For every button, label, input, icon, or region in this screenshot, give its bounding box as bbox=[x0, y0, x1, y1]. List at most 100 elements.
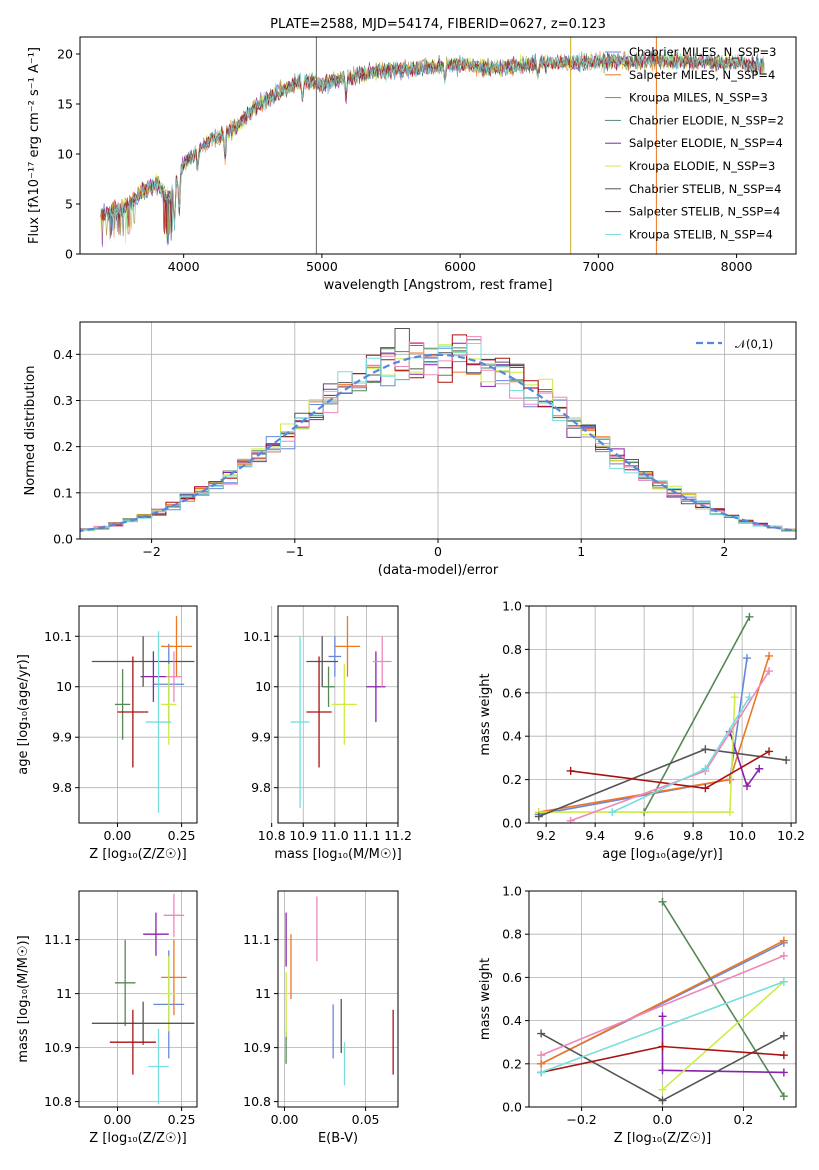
x-tick-label: 5000 bbox=[306, 259, 338, 274]
legend-entry: Kroupa MILES, N_SSP=3 bbox=[629, 91, 768, 105]
weight-marker bbox=[765, 667, 774, 676]
y-tick-label: 0.2 bbox=[502, 1056, 522, 1071]
legend-entry: Salpeter MILES, N_SSP=4 bbox=[629, 68, 775, 82]
weight-line bbox=[540, 939, 785, 1065]
age-vs-Z-grid bbox=[79, 606, 197, 823]
x-tick-label: 11.1 bbox=[352, 828, 380, 843]
y-tick-label: 9.8 bbox=[52, 780, 72, 795]
y-axis-label: mass [log₁₀(M/M☉)] bbox=[16, 935, 31, 1062]
weight-line bbox=[570, 670, 770, 822]
weight-marker bbox=[701, 745, 710, 754]
weight-marker bbox=[725, 775, 734, 784]
weight-marker bbox=[779, 1068, 788, 1077]
age-vs-mass-plot bbox=[290, 616, 392, 808]
x-axis-label: Z [log₁₀(Z/Z☉)] bbox=[89, 847, 186, 862]
y-tick-label: 0.4 bbox=[502, 1013, 522, 1028]
x-tick-label: 0.2 bbox=[733, 1112, 753, 1127]
x-tick-label: 10.0 bbox=[728, 828, 756, 843]
y-tick-label: 11 bbox=[255, 986, 271, 1001]
weight-marker bbox=[658, 1066, 667, 1075]
y-tick-label: 0.0 bbox=[502, 1100, 522, 1115]
y-tick-label: 0.0 bbox=[53, 532, 73, 547]
x-tick-label: 10.9 bbox=[289, 828, 317, 843]
x-axis-label: wavelength [Angstrom, rest frame] bbox=[324, 278, 553, 293]
y-tick-label: 1.0 bbox=[502, 599, 522, 614]
weight-marker bbox=[537, 1059, 546, 1068]
x-tick-label: 0.00 bbox=[104, 828, 132, 843]
weight-vs-age-plot bbox=[534, 612, 791, 823]
y-tick-label: 5 bbox=[65, 197, 73, 212]
mass-vs-ebv-plot bbox=[285, 896, 394, 1086]
weight-marker bbox=[779, 936, 788, 945]
y-tick-label: 0.6 bbox=[502, 685, 522, 700]
mass-vs-ebv-grid bbox=[278, 891, 398, 1107]
x-tick-label: 11.0 bbox=[321, 828, 349, 843]
y-tick-label: 0.1 bbox=[53, 485, 73, 500]
x-tick-label: 9.8 bbox=[683, 828, 703, 843]
x-tick-label: 0.25 bbox=[168, 828, 196, 843]
y-tick-label: 10.1 bbox=[243, 629, 271, 644]
x-tick-label: 0 bbox=[434, 544, 442, 559]
weight-marker bbox=[658, 1042, 667, 1051]
weight-marker bbox=[658, 1085, 667, 1094]
y-tick-label: 0.3 bbox=[53, 393, 73, 408]
y-axis-label: age [log₁₀(age/yr)] bbox=[16, 654, 31, 775]
x-axis-label: Z [log₁₀(Z/Z☉)] bbox=[614, 1131, 711, 1146]
legend-entry: Salpeter ELODIE, N_SSP=4 bbox=[629, 136, 783, 150]
x-tick-label: 7000 bbox=[582, 259, 614, 274]
weight-vs-Z-plot bbox=[537, 897, 788, 1105]
weight-marker bbox=[745, 612, 754, 621]
y-axis-label: mass weight bbox=[478, 673, 493, 755]
weight-marker bbox=[537, 1029, 546, 1038]
y-tick-label: 15 bbox=[57, 97, 73, 112]
axes-frame bbox=[79, 36, 797, 255]
residuals-plot bbox=[80, 328, 796, 534]
y-tick-label: 10 bbox=[57, 147, 73, 162]
y-tick-label: 10.9 bbox=[44, 1040, 72, 1055]
weight-marker bbox=[755, 764, 764, 773]
y-tick-label: 0.4 bbox=[53, 347, 73, 362]
x-tick-label: 4000 bbox=[168, 259, 200, 274]
chart-title: PLATE=2588, MJD=54174, FIBERID=0627, z=0… bbox=[270, 17, 606, 32]
weight-marker bbox=[658, 897, 667, 906]
y-tick-label: 11.1 bbox=[243, 932, 271, 947]
x-axis-label: E(B-V) bbox=[318, 1131, 358, 1146]
x-tick-label: 1 bbox=[577, 544, 585, 559]
weight-marker bbox=[566, 766, 575, 775]
weight-marker bbox=[701, 784, 710, 793]
y-tick-label: 20 bbox=[57, 47, 73, 62]
mass-vs-Z-grid bbox=[79, 891, 197, 1107]
weight-line bbox=[540, 955, 785, 1056]
weight-line bbox=[570, 750, 770, 790]
y-tick-label: 0.2 bbox=[502, 772, 522, 787]
weight-marker bbox=[782, 756, 791, 765]
x-tick-label: 9.4 bbox=[585, 828, 605, 843]
weight-marker bbox=[658, 1012, 667, 1021]
x-tick-label: 0.05 bbox=[352, 1112, 380, 1127]
x-tick-label: 6000 bbox=[444, 259, 476, 274]
spectrum-line bbox=[100, 51, 765, 246]
x-axis-label: mass [log₁₀(M/M☉)] bbox=[274, 847, 401, 862]
age-vs-Z-plot bbox=[91, 616, 195, 813]
x-tick-label: 0.0 bbox=[653, 1112, 673, 1127]
weight-marker bbox=[608, 808, 617, 817]
mass-vs-Z-plot bbox=[91, 893, 195, 1105]
y-tick-label: 0.6 bbox=[502, 970, 522, 985]
y-axis-label: Flux [fλ10⁻¹⁷ erg cm⁻² s⁻¹ A⁻¹] bbox=[27, 47, 42, 244]
weight-marker bbox=[537, 1068, 546, 1077]
weight-marker bbox=[779, 977, 788, 986]
x-tick-label: −0.2 bbox=[566, 1112, 596, 1127]
weight-marker bbox=[658, 1096, 667, 1105]
axes-frame bbox=[78, 605, 198, 824]
weight-line bbox=[643, 616, 751, 813]
axes-frame bbox=[78, 890, 198, 1108]
weight-marker bbox=[725, 808, 734, 817]
y-axis-label: Normed distribution bbox=[23, 366, 38, 496]
x-axis-label: (data-model)/error bbox=[378, 563, 499, 578]
x-tick-label: 11.2 bbox=[384, 828, 412, 843]
y-tick-label: 0.8 bbox=[502, 927, 522, 942]
axes-frame bbox=[277, 605, 399, 824]
axes-frame bbox=[528, 890, 797, 1108]
weight-marker bbox=[779, 951, 788, 960]
